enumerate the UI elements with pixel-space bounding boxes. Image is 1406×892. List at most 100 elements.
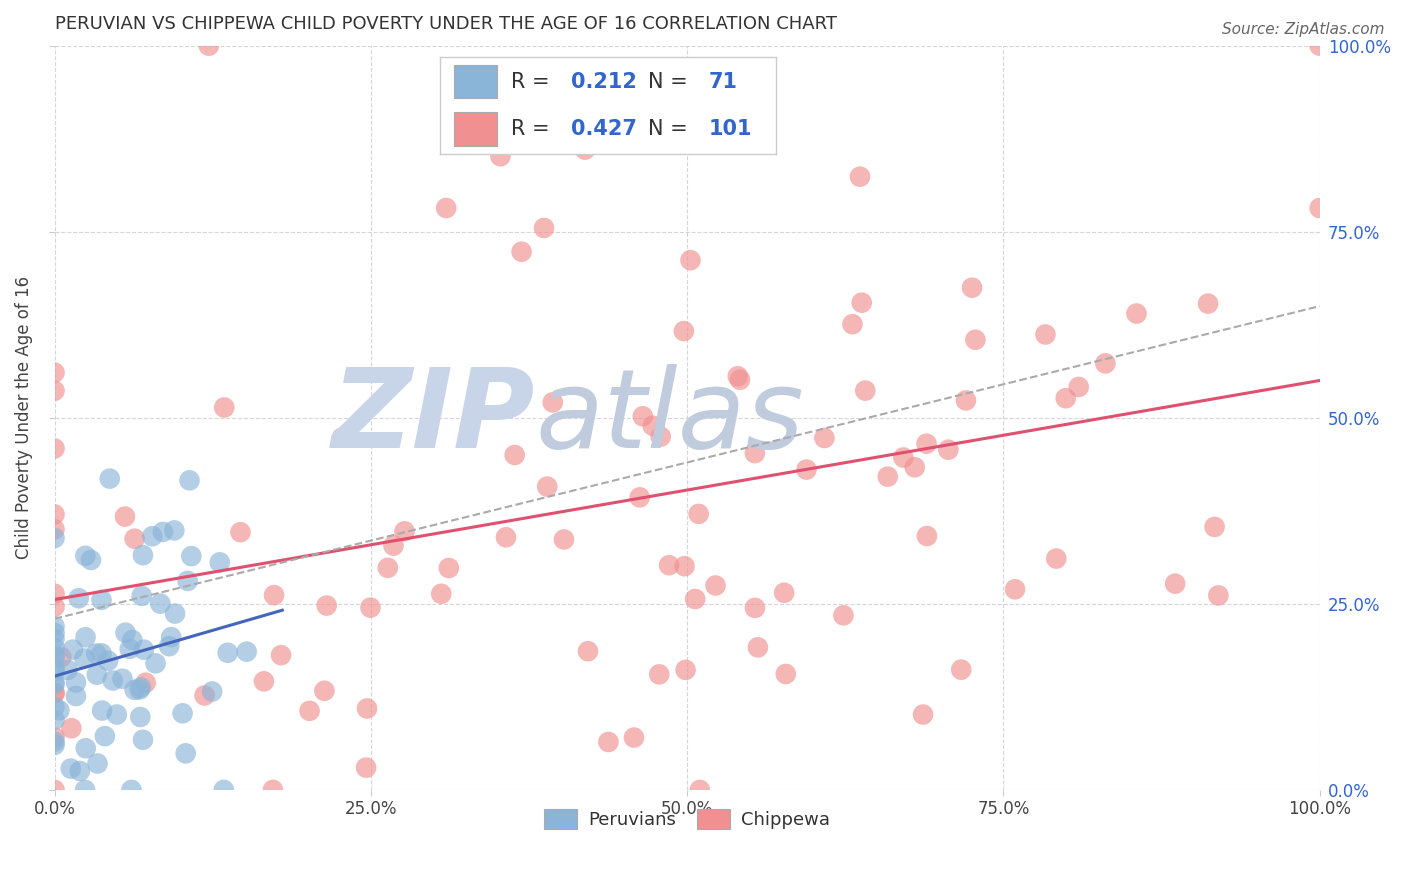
Point [44, 522, 66, 536]
Point [44, 686, 66, 700]
Point [121, 632, 143, 647]
Point [174, 747, 197, 761]
Point [704, 578, 727, 592]
Point [536, 479, 558, 493]
Point [67, 591, 90, 606]
Point [430, 587, 453, 601]
Point [141, 529, 163, 543]
Point [1164, 576, 1187, 591]
Point [193, 689, 215, 703]
Point [44, 661, 66, 675]
Point [44, 685, 66, 699]
Point [533, 221, 555, 235]
Point [1309, 38, 1331, 53]
Point [44, 619, 66, 633]
Point [217, 646, 239, 660]
Point [270, 648, 292, 662]
Point [648, 667, 671, 681]
Point [44, 648, 66, 662]
Point [747, 640, 769, 655]
Point [101, 673, 124, 688]
Point [111, 672, 134, 686]
Point [135, 675, 157, 690]
Point [44, 677, 66, 691]
Point [44, 783, 66, 797]
Point [90, 592, 112, 607]
Point [965, 333, 987, 347]
Point [891, 450, 914, 465]
Point [675, 663, 697, 677]
Point [44, 384, 66, 398]
Point [118, 641, 141, 656]
Point [775, 667, 797, 681]
Point [489, 149, 512, 163]
Point [91, 704, 114, 718]
Point [683, 592, 706, 607]
Point [437, 561, 460, 575]
Point [44, 713, 66, 727]
Point [44, 366, 66, 380]
Point [876, 469, 898, 483]
Point [98, 472, 121, 486]
Point [1045, 551, 1067, 566]
Point [75, 741, 97, 756]
Point [176, 574, 198, 588]
Point [314, 683, 336, 698]
Point [1054, 391, 1077, 405]
Point [796, 462, 818, 476]
Point [382, 539, 405, 553]
Legend: Peruvians, Chippewa: Peruvians, Chippewa [537, 801, 837, 837]
Point [623, 731, 645, 745]
Point [124, 682, 146, 697]
Point [495, 530, 517, 544]
Point [56, 663, 79, 677]
Point [938, 442, 960, 457]
Point [744, 446, 766, 460]
Point [658, 558, 681, 573]
Point [80, 553, 103, 567]
Point [813, 431, 835, 445]
Point [773, 586, 796, 600]
Point [576, 644, 599, 658]
Point [541, 395, 564, 409]
Point [851, 295, 873, 310]
Point [75, 549, 97, 563]
Point [510, 244, 533, 259]
Point [434, 201, 457, 215]
Point [129, 681, 152, 695]
Point [1035, 327, 1057, 342]
Point [86, 667, 108, 681]
Point [1208, 588, 1230, 602]
Point [157, 639, 180, 653]
Text: Source: ZipAtlas.com: Source: ZipAtlas.com [1222, 22, 1385, 37]
Point [69, 764, 91, 778]
Point [44, 675, 66, 690]
Point [172, 706, 194, 721]
Point [1197, 296, 1219, 310]
Point [44, 650, 66, 665]
Point [253, 674, 276, 689]
Point [124, 532, 146, 546]
Point [44, 664, 66, 678]
Point [65, 689, 87, 703]
Point [553, 533, 575, 547]
Point [1125, 306, 1147, 320]
Point [152, 524, 174, 539]
Text: atlas: atlas [536, 364, 804, 471]
Point [65, 675, 87, 690]
Point [44, 508, 66, 522]
Point [950, 663, 973, 677]
Point [75, 783, 97, 797]
Point [235, 645, 257, 659]
Point [149, 597, 172, 611]
Point [44, 640, 66, 655]
Point [114, 625, 136, 640]
Point [330, 431, 353, 445]
Point [650, 430, 672, 444]
Point [44, 738, 66, 752]
Point [86, 756, 108, 771]
Point [44, 442, 66, 456]
Point [44, 599, 66, 614]
Point [574, 143, 596, 157]
Point [728, 373, 751, 387]
